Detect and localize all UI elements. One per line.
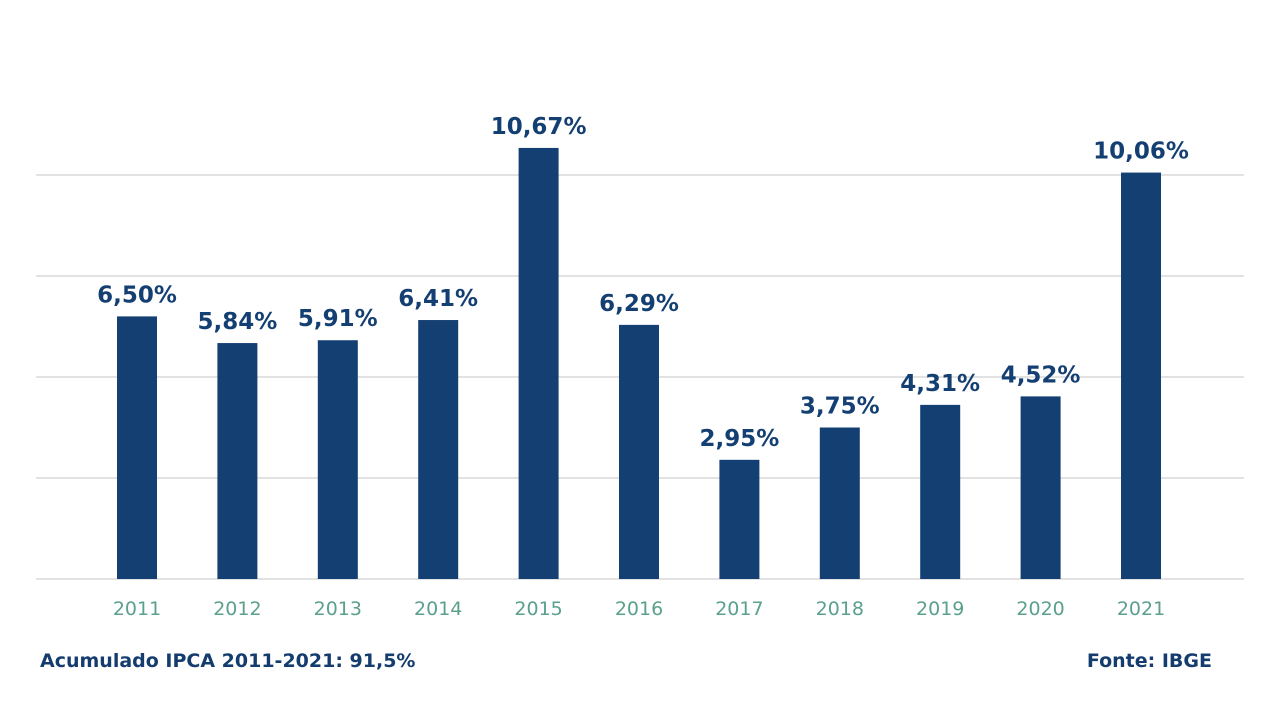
category-label: 2013 xyxy=(314,598,362,620)
value-label: 2,95% xyxy=(700,426,780,452)
value-label: 5,84% xyxy=(198,309,278,335)
bar-2018 xyxy=(819,427,860,579)
category-label: 2018 xyxy=(816,598,864,620)
category-label: 2017 xyxy=(715,598,763,620)
category-label: 2020 xyxy=(1016,598,1064,620)
bar-2021 xyxy=(1121,172,1161,580)
value-label: 4,31% xyxy=(900,371,980,397)
category-label: 2015 xyxy=(514,598,562,620)
value-label: 10,67% xyxy=(491,114,587,140)
value-label: 6,50% xyxy=(97,282,177,308)
value-label: 10,06% xyxy=(1093,139,1189,165)
category-label: 2021 xyxy=(1117,598,1165,620)
bar-2014 xyxy=(418,320,459,579)
bar-2013 xyxy=(317,340,358,579)
category-label: 2019 xyxy=(916,598,964,620)
bar-2019 xyxy=(920,404,961,579)
category-label: 2014 xyxy=(414,598,462,620)
bar-layer xyxy=(117,147,1161,580)
bar-2015 xyxy=(518,147,559,579)
bar-2011 xyxy=(117,316,157,579)
value-label: 5,91% xyxy=(298,306,378,332)
source-note: Fonte: IBGE xyxy=(1086,650,1212,672)
value-label: 6,29% xyxy=(599,291,679,317)
bar-2020 xyxy=(1020,396,1061,579)
bar-2016 xyxy=(619,324,659,579)
value-label: 4,52% xyxy=(1001,362,1081,388)
bar-2017 xyxy=(719,459,760,579)
label-layer: 6,50% 2011 5,84% 2012 5,91% 2013 6,41% 2014 10,6… xyxy=(97,114,1189,620)
category-label: 2011 xyxy=(113,598,161,620)
bar-2012 xyxy=(217,343,258,579)
accumulated-ipca-note: Acumulado IPCA 2011-2021: 91,5% xyxy=(40,650,416,672)
category-label: 2012 xyxy=(213,598,261,620)
category-label: 2016 xyxy=(615,598,663,620)
value-label: 3,75% xyxy=(800,394,880,420)
value-label: 6,41% xyxy=(398,286,478,312)
